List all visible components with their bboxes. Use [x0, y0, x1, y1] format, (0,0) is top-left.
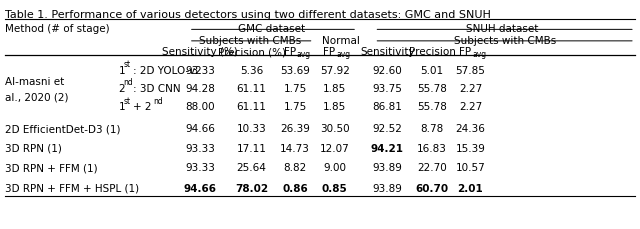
- Text: 94.66: 94.66: [186, 124, 215, 134]
- Text: 55.78: 55.78: [417, 84, 447, 93]
- Text: 24.36: 24.36: [456, 124, 485, 134]
- Text: 9.00: 9.00: [323, 163, 346, 172]
- Text: 25.64: 25.64: [237, 163, 266, 172]
- Text: 10.57: 10.57: [456, 163, 485, 172]
- Text: 0.85: 0.85: [322, 183, 348, 193]
- Text: 26.39: 26.39: [280, 124, 310, 134]
- Text: 3D RPN + FFM (1): 3D RPN + FFM (1): [5, 163, 98, 172]
- Text: 12.07: 12.07: [320, 143, 349, 153]
- Text: avg: avg: [337, 50, 351, 59]
- Text: 22.70: 22.70: [417, 163, 447, 172]
- Text: 57.85: 57.85: [456, 65, 485, 75]
- Text: Precision: Precision: [408, 47, 456, 57]
- Text: 92.60: 92.60: [372, 65, 402, 75]
- Text: Al-masni et: Al-masni et: [5, 76, 65, 86]
- Text: FP: FP: [284, 47, 296, 57]
- Text: Method (# of stage): Method (# of stage): [5, 24, 109, 34]
- Text: SNUH dataset: SNUH dataset: [466, 24, 539, 34]
- Text: Subjects with CMBs: Subjects with CMBs: [200, 35, 301, 45]
- Text: 2.27: 2.27: [459, 84, 482, 93]
- Text: 61.11: 61.11: [237, 102, 266, 112]
- Text: 93.33: 93.33: [186, 65, 215, 75]
- Text: 8.82: 8.82: [284, 163, 307, 172]
- Text: Precision (%): Precision (%): [218, 47, 285, 57]
- Text: 1.85: 1.85: [323, 102, 346, 112]
- Text: 3D RPN + FFM + HSPL (1): 3D RPN + FFM + HSPL (1): [5, 183, 140, 193]
- Text: 94.21: 94.21: [371, 143, 404, 153]
- Text: nd: nd: [124, 78, 133, 87]
- Text: 93.33: 93.33: [186, 163, 215, 172]
- Text: 2: 2: [118, 84, 125, 93]
- Text: 0.86: 0.86: [282, 183, 308, 193]
- Text: 57.92: 57.92: [320, 65, 349, 75]
- Text: 92.52: 92.52: [372, 124, 402, 134]
- Text: 5.01: 5.01: [420, 65, 444, 75]
- Text: 15.39: 15.39: [456, 143, 485, 153]
- Text: al., 2020 (2): al., 2020 (2): [5, 92, 68, 102]
- Text: 55.78: 55.78: [417, 102, 447, 112]
- Text: avg: avg: [297, 50, 311, 59]
- Text: st: st: [124, 96, 131, 105]
- Text: 2D EfficientDet-D3 (1): 2D EfficientDet-D3 (1): [5, 124, 120, 134]
- Text: GMC dataset: GMC dataset: [239, 24, 305, 34]
- Text: 16.83: 16.83: [417, 143, 447, 153]
- Text: Subjects with CMBs: Subjects with CMBs: [454, 35, 556, 45]
- Text: : 3D CNN: : 3D CNN: [133, 84, 180, 93]
- Text: Sensitivity (%): Sensitivity (%): [163, 47, 238, 57]
- Text: 86.81: 86.81: [372, 102, 402, 112]
- Text: 60.70: 60.70: [415, 183, 449, 193]
- Text: avg: avg: [472, 50, 486, 59]
- Text: nd: nd: [154, 96, 163, 105]
- Text: 2.27: 2.27: [459, 102, 482, 112]
- Text: 93.89: 93.89: [372, 183, 402, 193]
- Text: 78.02: 78.02: [235, 183, 268, 193]
- Text: 10.33: 10.33: [237, 124, 266, 134]
- Text: 61.11: 61.11: [237, 84, 266, 93]
- Text: + 2: + 2: [133, 102, 152, 112]
- Text: st: st: [124, 60, 131, 68]
- Text: 93.75: 93.75: [372, 84, 402, 93]
- Text: 94.66: 94.66: [184, 183, 217, 193]
- Text: FP: FP: [323, 47, 335, 57]
- Text: 1: 1: [118, 65, 125, 75]
- Text: 93.33: 93.33: [186, 143, 215, 153]
- Text: : 2D YOLO-v2: : 2D YOLO-v2: [133, 65, 202, 75]
- Text: 1.85: 1.85: [323, 84, 346, 93]
- Text: Normal: Normal: [322, 35, 360, 45]
- Text: 30.50: 30.50: [320, 124, 349, 134]
- Text: 88.00: 88.00: [186, 102, 215, 112]
- Text: 1.75: 1.75: [284, 84, 307, 93]
- Text: 93.89: 93.89: [372, 163, 402, 172]
- Text: 94.28: 94.28: [186, 84, 215, 93]
- Text: 1.75: 1.75: [284, 102, 307, 112]
- Text: 53.69: 53.69: [280, 65, 310, 75]
- Text: 5.36: 5.36: [240, 65, 263, 75]
- Text: 8.78: 8.78: [420, 124, 444, 134]
- Text: Table 1. Performance of various detectors using two different datasets: GMC and : Table 1. Performance of various detector…: [5, 10, 491, 20]
- Text: 3D RPN (1): 3D RPN (1): [5, 143, 62, 153]
- Text: Sensitivity: Sensitivity: [360, 47, 415, 57]
- Text: 1: 1: [118, 102, 125, 112]
- Text: 17.11: 17.11: [237, 143, 266, 153]
- Text: FP: FP: [459, 47, 471, 57]
- Text: 14.73: 14.73: [280, 143, 310, 153]
- Text: 2.01: 2.01: [458, 183, 483, 193]
